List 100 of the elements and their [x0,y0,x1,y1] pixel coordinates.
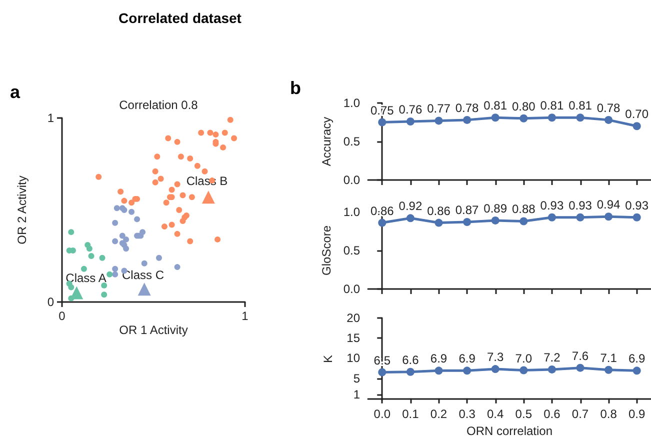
point [576,114,584,122]
data-label: 0.92 [398,199,422,214]
point [163,200,170,206]
point [180,192,186,198]
data-label: 0.70 [625,107,649,122]
point [68,229,74,236]
data-label: 0.94 [596,198,621,212]
point [576,213,584,222]
point [121,198,128,204]
point [491,114,500,122]
data-label: 7.1 [600,350,618,365]
x-tick-label: 0.6 [544,407,561,421]
point [198,130,204,136]
point [128,208,135,215]
point [128,200,135,206]
point [119,232,126,239]
point [548,213,556,222]
point [604,116,613,124]
y-axis-title: Accuracy [319,116,334,166]
point [106,271,113,278]
y-tick-label: 10 [346,351,360,366]
y-tick-label: 5 [353,371,360,386]
point [202,190,215,204]
point [174,264,180,270]
point [434,116,443,125]
annotation: Class A [66,271,106,285]
x-axis-title: OR 1 Activity [119,323,188,337]
point [632,122,641,130]
data-label: 6.6 [402,352,420,367]
chart-title: Correlation 0.8 [119,98,198,112]
point [520,114,528,122]
y-tick-label: 1.0 [343,96,360,110]
x-tick-label: 0.2 [430,407,448,421]
data-label: 6.9 [458,352,476,366]
point [434,218,443,227]
point [176,207,182,213]
data-label: 0.93 [568,198,592,212]
data-label: 0.89 [484,201,508,216]
x-tick-label: 0.7 [572,407,589,421]
data-label: 0.78 [596,100,621,115]
data-label: 7.3 [487,350,504,364]
point [220,144,226,150]
data-label: 0.86 [370,204,394,218]
data-label: 0.81 [540,98,564,113]
y-tick-label: 20 [346,311,360,325]
point [632,213,641,222]
text: Correlated dataset [118,10,242,26]
y-tick-label: 1.0 [343,205,360,219]
data-label: 0.76 [398,102,422,116]
y-tick-label: 0.5 [343,244,360,258]
point [112,266,118,272]
point [112,220,118,226]
point [188,194,195,200]
point [101,292,108,298]
x-tick-label: 0.5 [515,407,532,421]
point [99,254,106,261]
x-tick-label: 0.1 [402,407,420,421]
data-label: 0.93 [625,198,649,212]
x-axis-title: ORN correlation [466,424,553,438]
x-tick-label: 0.9 [628,407,646,421]
data-label: 7.2 [544,350,561,364]
point [118,188,124,195]
point [134,216,140,222]
point [141,260,148,266]
data-label: 0.78 [455,100,480,115]
data-label: 0.77 [427,102,451,116]
point [152,179,158,186]
y-tick-label: 0.5 [343,134,360,148]
y-tick-label: 1 [353,387,360,402]
point [123,236,130,242]
point [161,224,168,230]
point [406,214,414,222]
data-label: 0.80 [512,99,536,114]
point [180,218,186,224]
point [174,230,180,237]
text: a [10,82,21,102]
data-label: 0.93 [540,198,564,212]
point [86,246,92,252]
point [96,174,102,180]
point [378,218,386,227]
point [406,117,414,126]
point [112,238,118,244]
data-label: 0.81 [568,98,592,113]
point [187,238,194,244]
point [231,135,238,142]
point [168,222,175,228]
point [154,154,160,160]
point [123,246,130,252]
data-label: 6.9 [430,352,448,366]
point [222,130,228,136]
point [178,154,184,160]
point [378,118,386,126]
point [152,168,158,174]
x-tick-label: 0.8 [600,407,618,421]
point [158,176,164,182]
y-axis-title: GloScore [319,225,334,276]
y-axis-title: K [321,354,335,364]
point [227,116,234,123]
data-label: 0.88 [512,202,536,216]
text: b [290,78,301,98]
